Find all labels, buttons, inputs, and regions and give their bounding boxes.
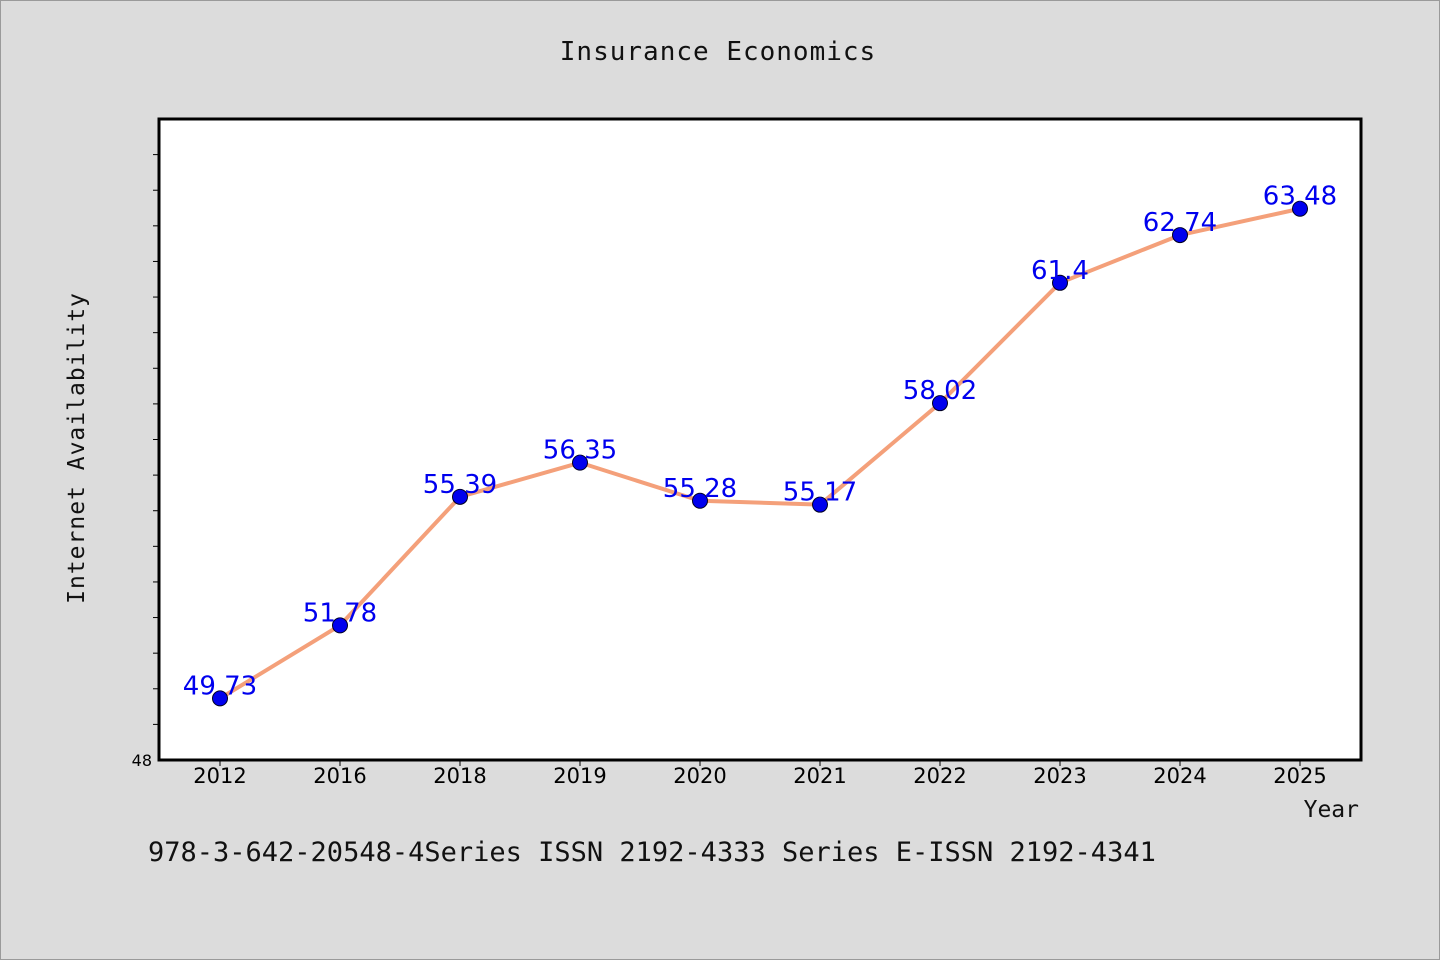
- data-point-2012: [212, 690, 228, 707]
- data-point-2022: [932, 395, 948, 412]
- x-tick-label-2024: 2024: [1153, 764, 1206, 788]
- data-labels-group: 49.73 51.78 55.39 56.35 55.28 55.17 58.02 61.4 6…: [183, 182, 1337, 702]
- data-label-2023: 61.4: [1031, 256, 1089, 286]
- x-tick-label-2021: 2021: [793, 764, 846, 788]
- data-label-2022: 58.02: [903, 376, 977, 406]
- x-tick-label-2022: 2022: [913, 764, 966, 788]
- x-tick-label-2025: 2025: [1273, 764, 1326, 788]
- data-label-2016: 51.78: [303, 598, 377, 628]
- data-label-2018: 55.39: [423, 470, 497, 500]
- plot-area: [157, 117, 1363, 762]
- x-axis-label: Year: [1304, 797, 1359, 823]
- data-label-2024: 62.74: [1143, 208, 1217, 238]
- data-point-2024: [1172, 227, 1188, 244]
- data-point-2025: [1292, 200, 1308, 217]
- data-point-2016: [332, 617, 348, 634]
- data-label-2025: 63.48: [1263, 182, 1337, 212]
- x-tick-label-2016: 2016: [313, 764, 366, 788]
- data-point-2023: [1052, 274, 1068, 291]
- x-tick-label-2018: 2018: [433, 764, 486, 788]
- series-line: [218, 206, 1302, 701]
- data-label-2021: 55.17: [783, 478, 857, 508]
- series-line-group: [218, 206, 1302, 701]
- x-tick-label-2019: 2019: [553, 764, 606, 788]
- data-point-2021: [812, 496, 828, 513]
- y-axis-ticks: [153, 154, 159, 725]
- footer-text: 978-3-642-20548-4Series ISSN 2192-4333 S…: [148, 837, 1156, 868]
- data-point-2018: [452, 488, 468, 505]
- x-axis-tick-labels: 2012 2016 2018 2019 2020 2021 2022 2023 2024 2025: [193, 764, 1326, 788]
- x-tick-label-2023: 2023: [1033, 764, 1086, 788]
- series-markers-group: [212, 200, 1308, 707]
- y-axis-label: Internet Availability: [64, 292, 90, 604]
- x-tick-label-2012: 2012: [193, 764, 246, 788]
- data-label-2019: 56.35: [543, 436, 617, 466]
- data-label-2012: 49.73: [183, 671, 257, 701]
- data-point-2019: [572, 454, 588, 471]
- y-tick-label-48: 48: [132, 751, 152, 770]
- chart-title: Insurance Economics: [560, 37, 876, 67]
- x-tick-label-2020: 2020: [673, 764, 726, 788]
- data-point-2020: [692, 492, 708, 509]
- x-axis-ticks: [219, 760, 1301, 766]
- data-label-2020: 55.28: [663, 474, 737, 504]
